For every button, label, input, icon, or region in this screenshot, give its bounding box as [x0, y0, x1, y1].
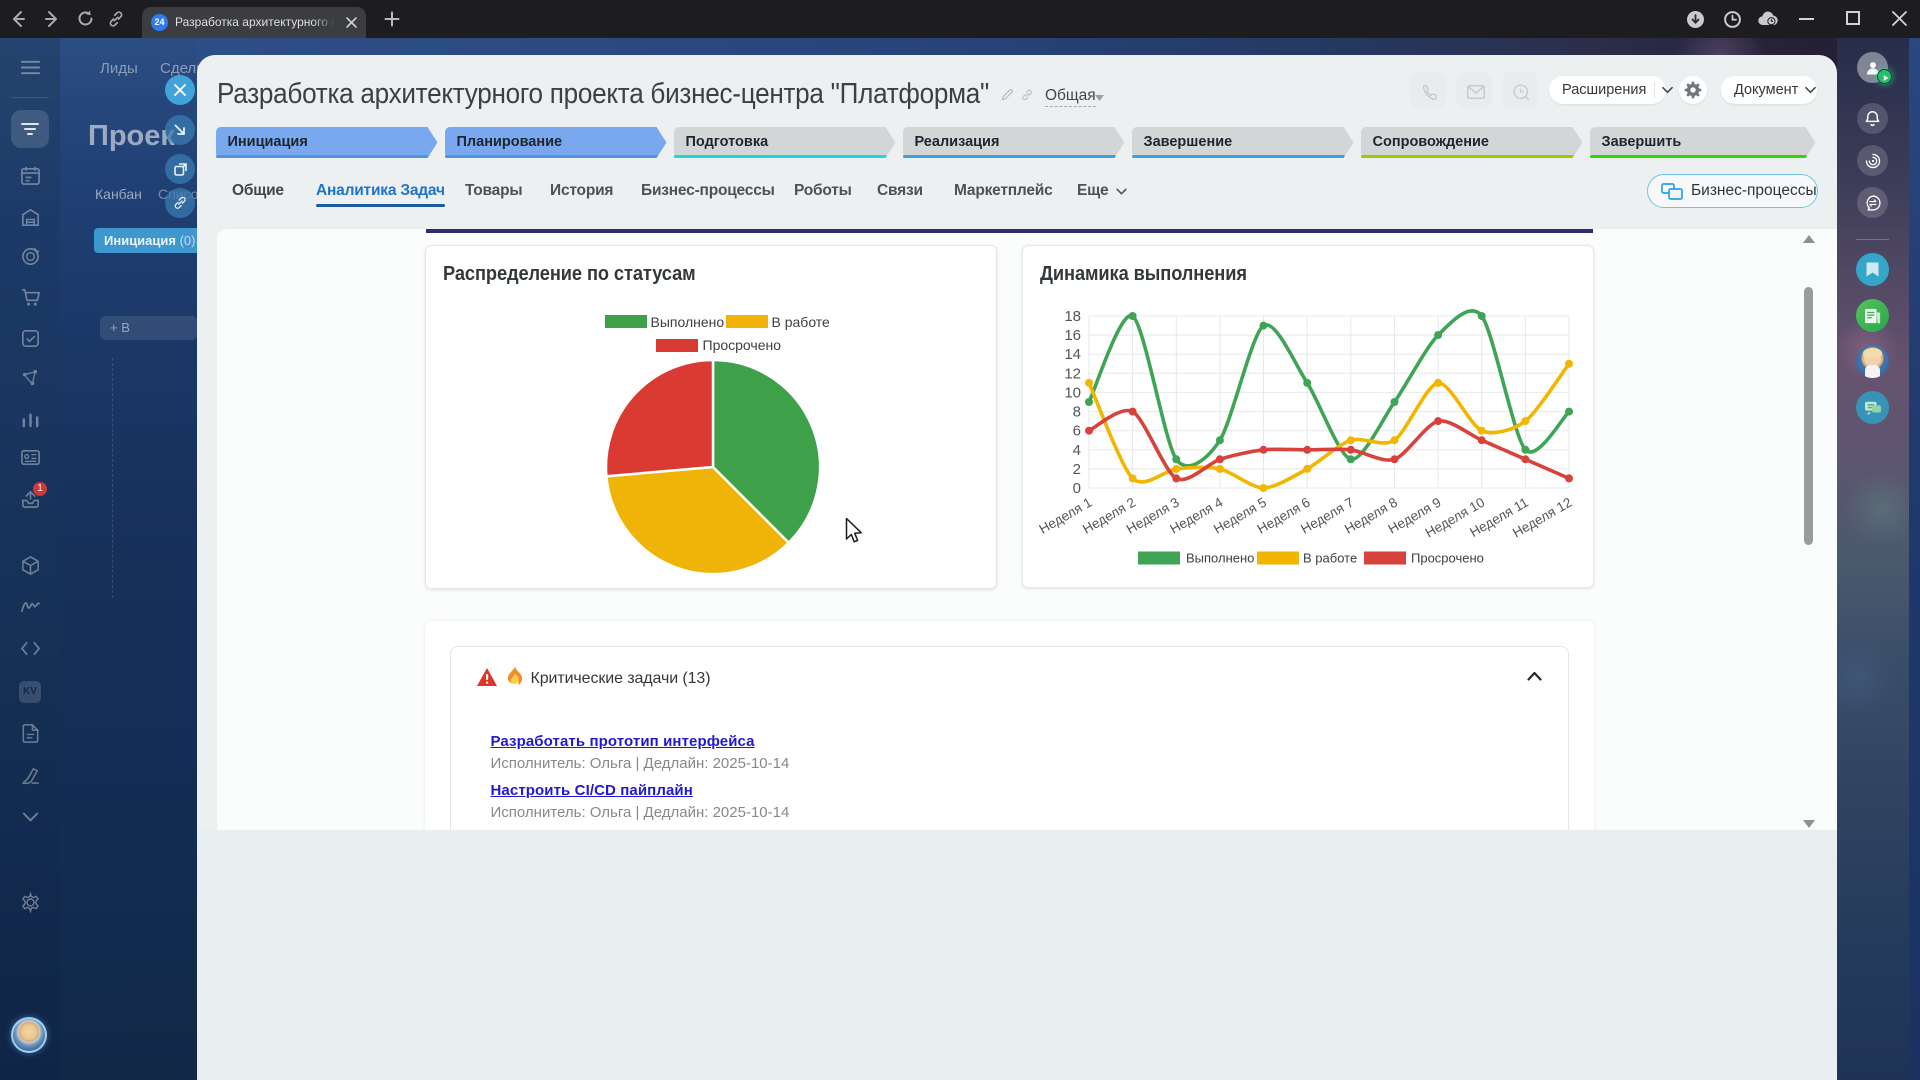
- svg-text:14: 14: [1064, 346, 1081, 363]
- svg-text:10: 10: [1064, 384, 1081, 401]
- svg-text:Выполнено: Выполнено: [1186, 550, 1254, 565]
- svg-text:Просрочено: Просрочено: [1411, 550, 1484, 565]
- svg-text:4: 4: [1072, 441, 1080, 458]
- svg-text:6: 6: [1072, 422, 1080, 439]
- svg-text:8: 8: [1072, 403, 1080, 420]
- svg-text:В работе: В работе: [1303, 550, 1357, 565]
- svg-text:12: 12: [1064, 365, 1081, 382]
- svg-text:2: 2: [1072, 460, 1080, 477]
- svg-text:0: 0: [1072, 480, 1080, 497]
- svg-text:18: 18: [1064, 308, 1081, 325]
- svg-text:16: 16: [1064, 327, 1081, 344]
